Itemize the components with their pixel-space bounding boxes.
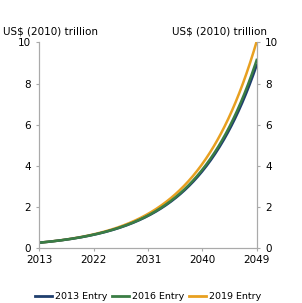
Legend: 2013 Entry, 2016 Entry, 2019 Entry: 2013 Entry, 2016 Entry, 2019 Entry <box>31 288 265 303</box>
Text: US$ (2010) trillion: US$ (2010) trillion <box>172 26 267 36</box>
Text: US$ (2010) trillion: US$ (2010) trillion <box>3 26 98 36</box>
